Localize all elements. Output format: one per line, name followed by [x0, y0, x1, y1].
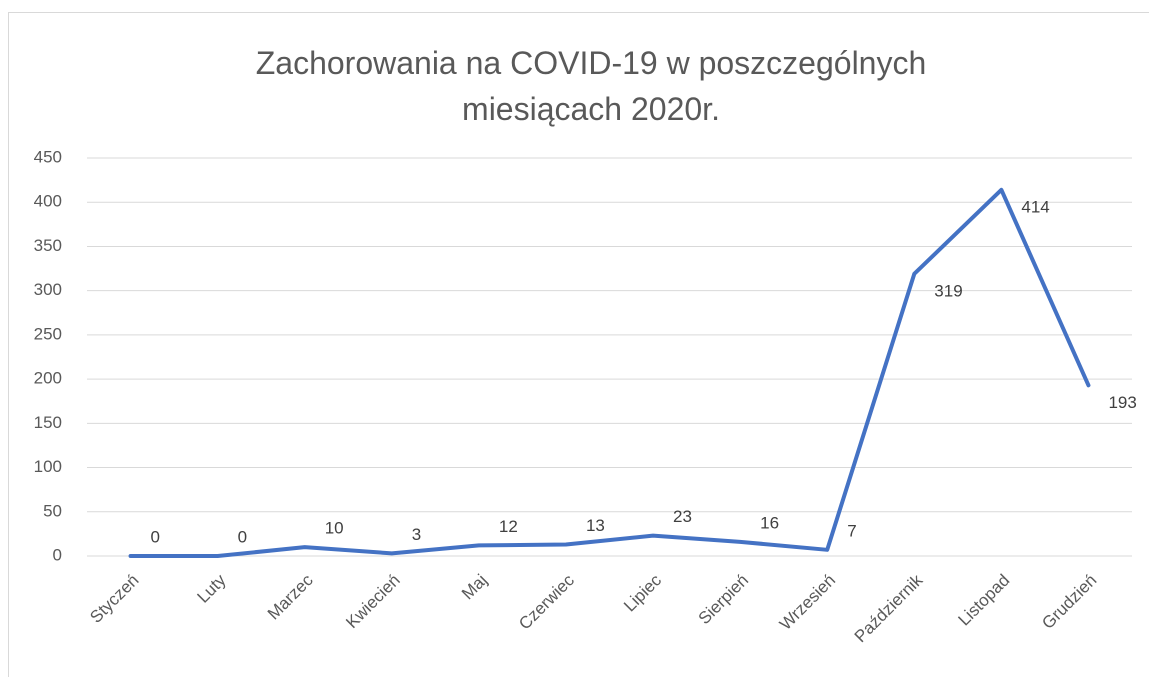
- y-tick-label: 100: [34, 457, 62, 476]
- y-tick-label: 0: [53, 545, 62, 564]
- data-label: 0: [151, 527, 160, 546]
- x-tick-label: Wrzesień: [776, 571, 839, 634]
- x-tick-label: Marzec: [264, 570, 317, 623]
- data-label: 16: [760, 513, 779, 532]
- y-tick-label: 400: [34, 192, 62, 211]
- x-tick-label: Maj: [458, 571, 491, 604]
- y-tick-label: 450: [34, 147, 62, 166]
- y-tick-label: 150: [34, 413, 62, 432]
- data-label: 0: [238, 527, 247, 546]
- x-tick-label: Luty: [193, 570, 230, 607]
- x-tick-label: Grudzień: [1038, 571, 1100, 633]
- data-label: 10: [325, 519, 344, 538]
- x-tick-label: Czerwiec: [515, 570, 578, 633]
- data-label: 7: [847, 521, 856, 540]
- data-label: 12: [499, 517, 518, 536]
- x-tick-label: Listopad: [954, 571, 1013, 630]
- y-tick-label: 50: [43, 501, 62, 520]
- x-tick-label: Sierpień: [695, 571, 753, 629]
- data-label: 23: [673, 507, 692, 526]
- data-label: 319: [934, 281, 962, 300]
- chart-border: [8, 12, 1149, 677]
- data-label: 193: [1108, 393, 1136, 412]
- y-tick-label: 350: [34, 236, 62, 255]
- y-tick-label: 250: [34, 324, 62, 343]
- x-tick-label: Styczeń: [86, 571, 142, 627]
- x-tick-label: Kwiecień: [342, 571, 404, 633]
- line: [128, 187, 1091, 558]
- y-tick-label: 300: [34, 280, 62, 299]
- x-tick-label: Październik: [851, 570, 927, 646]
- data-label: 3: [412, 525, 421, 544]
- data-label: 414: [1021, 197, 1049, 216]
- x-tick-label: Lipiec: [620, 570, 665, 615]
- chart-title: Zachorowania na COVID-19 w poszczególnyc…: [255, 45, 927, 127]
- y-tick-label: 200: [34, 369, 62, 388]
- data-label: 13: [586, 516, 605, 535]
